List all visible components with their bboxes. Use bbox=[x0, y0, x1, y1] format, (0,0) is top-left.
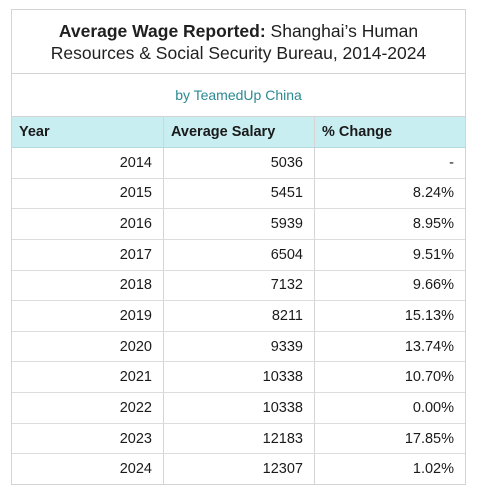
table-row: 2014 5036 - bbox=[12, 148, 465, 179]
header-average-salary: Average Salary bbox=[164, 117, 315, 147]
year-cell: 2014 bbox=[12, 148, 164, 178]
table-header-row: Year Average Salary % Change bbox=[12, 117, 465, 148]
table-row: 2019 8211 15.13% bbox=[12, 301, 465, 332]
year-cell: 2022 bbox=[12, 393, 164, 423]
table-row: 2016 5939 8.95% bbox=[12, 209, 465, 240]
average-salary-cell: 12183 bbox=[164, 423, 315, 454]
header-year: Year bbox=[12, 117, 164, 147]
wage-table: Average Wage Reported: Shanghai’s Human … bbox=[11, 9, 466, 485]
percent-change-cell: 8.95% bbox=[412, 216, 454, 233]
table-row: 2020 9339 13.74% bbox=[12, 331, 465, 363]
table-row: 2017 6504 9.51% bbox=[12, 239, 465, 271]
year-cell: 2016 bbox=[12, 209, 164, 239]
title-rest-line1: Shanghai’s Human bbox=[265, 20, 419, 41]
average-salary-cell: 5939 bbox=[164, 209, 315, 239]
average-salary-cell: 10338 bbox=[164, 393, 315, 423]
average-salary-cell: 6504 bbox=[164, 239, 315, 270]
percent-change-cell: 0.00% bbox=[412, 399, 454, 416]
percent-change-cell: 15.13% bbox=[404, 308, 454, 325]
title-line-1: Average Wage Reported: Shanghai’s Human bbox=[59, 20, 418, 42]
year-cell: 2024 bbox=[12, 454, 164, 485]
table-title: Average Wage Reported: Shanghai’s Human … bbox=[12, 10, 465, 74]
title-line-2: Resources & Social Security Bureau, 2014… bbox=[50, 42, 427, 63]
average-salary-cell: 9339 bbox=[164, 331, 315, 362]
table-row: 2015 5451 8.24% bbox=[12, 178, 465, 210]
percent-change-cell: 9.51% bbox=[412, 246, 454, 263]
percent-change-cell: 17.85% bbox=[404, 430, 454, 447]
year-cell: 2020 bbox=[12, 331, 164, 362]
table-body: 2014 5036 - 2015 5451 8.24% 2016 5939 8.95% 2017 6… bbox=[12, 148, 465, 485]
year-cell: 2019 bbox=[12, 301, 164, 331]
year-cell: 2017 bbox=[12, 239, 164, 270]
table-subtitle: by TeamedUp China bbox=[12, 74, 465, 117]
table-row: 2022 10338 0.00% bbox=[12, 393, 465, 424]
average-salary-cell: 12307 bbox=[164, 454, 315, 485]
table-row: 2021 10338 10.70% bbox=[12, 362, 465, 394]
header-percent-change: % Change bbox=[322, 124, 393, 140]
average-salary-cell: 5451 bbox=[164, 178, 315, 209]
percent-change-cell: 13.74% bbox=[404, 338, 454, 355]
table-row: 2024 12307 1.02% bbox=[12, 454, 465, 485]
average-salary-cell: 7132 bbox=[164, 270, 315, 301]
percent-change-cell: 10.70% bbox=[404, 369, 454, 386]
table-row: 2023 12183 17.85% bbox=[12, 423, 465, 455]
average-salary-cell: 8211 bbox=[164, 301, 315, 331]
title-bold-part: Average Wage Reported: bbox=[58, 20, 266, 41]
average-salary-cell: 10338 bbox=[164, 362, 315, 393]
table-row: 2018 7132 9.66% bbox=[12, 270, 465, 302]
percent-change-cell: 9.66% bbox=[412, 277, 454, 294]
year-cell: 2018 bbox=[12, 270, 164, 301]
percent-change-cell: - bbox=[449, 154, 454, 171]
percent-change-cell: 8.24% bbox=[412, 185, 454, 202]
average-salary-cell: 5036 bbox=[164, 148, 315, 178]
year-cell: 2015 bbox=[12, 178, 164, 209]
year-cell: 2021 bbox=[12, 362, 164, 393]
year-cell: 2023 bbox=[12, 423, 164, 454]
percent-change-cell: 1.02% bbox=[412, 461, 454, 478]
